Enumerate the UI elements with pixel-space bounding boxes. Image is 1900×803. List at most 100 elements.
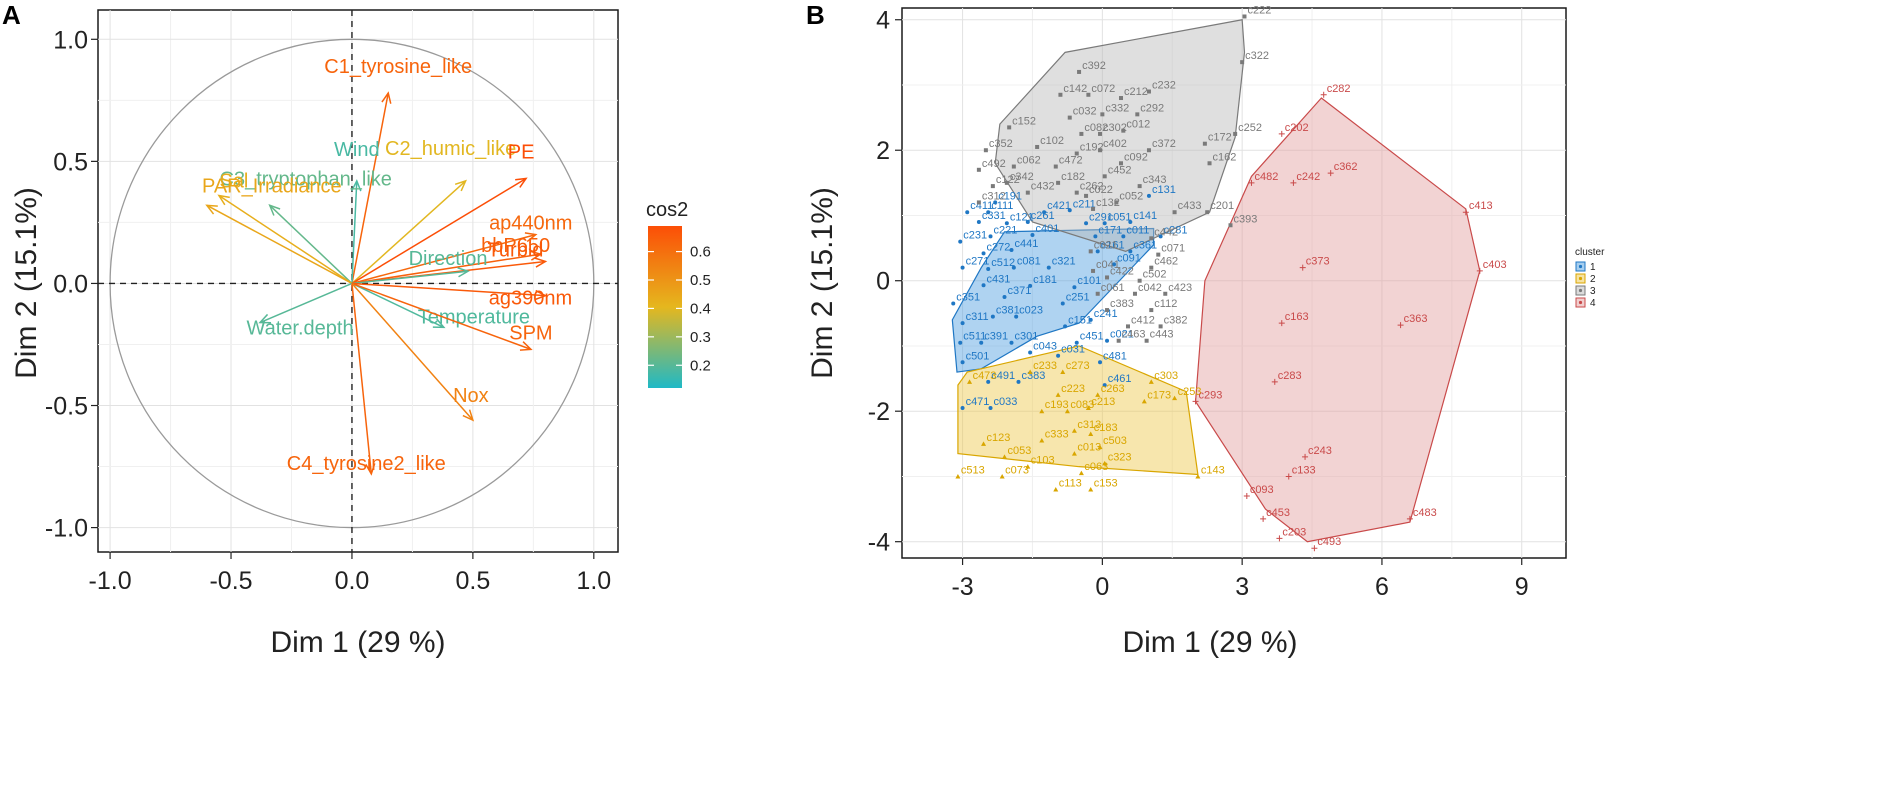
cluster-1-point (958, 239, 963, 244)
cluster-3-point-label: c092 (1124, 151, 1148, 163)
cluster-4-point-label: c373 (1306, 256, 1330, 268)
cluster-3-point-label: c292 (1140, 102, 1164, 114)
cluster-3-point-label: c142 (1063, 83, 1087, 95)
cluster-1-point-label: c481 (1103, 350, 1127, 362)
cluster-1-point-label: c161 (1101, 239, 1125, 251)
cluster-1-point (1060, 301, 1065, 306)
cluster-1-point (1028, 350, 1033, 355)
cluster-1-point (1121, 234, 1126, 239)
cluster-legend-title: cluster (1575, 247, 1605, 258)
y-tick-label: -4 (868, 529, 890, 557)
legend-tick-label: 0.6 (690, 244, 711, 261)
arrow-c4-tyrosine2-like (351, 283, 373, 474)
cluster-1-point-label: c181 (1033, 274, 1057, 286)
cluster-1-point (976, 219, 981, 224)
cluster-1-point-label: c051 (1108, 211, 1132, 223)
cluster-3-point (1137, 278, 1142, 283)
cluster-2-point (1095, 392, 1101, 397)
cluster-4-point-label: c242 (1296, 171, 1320, 183)
cluster-2-point-label: c333 (1045, 429, 1069, 441)
cluster-1-point (1146, 193, 1151, 198)
cluster-1-point-label: c151 (1068, 314, 1092, 326)
arrow-pe (351, 177, 527, 285)
cluster-3-point-label: c032 (1073, 106, 1097, 118)
cluster-1-point-label: c221 (994, 224, 1018, 236)
arrow-spm (351, 282, 532, 351)
cluster-3-point-label: c201 (1210, 200, 1234, 212)
y-tick-label: 2 (876, 137, 890, 165)
cluster-3-point-label: c492 (982, 158, 1006, 170)
cluster-1-point (1112, 262, 1117, 267)
cluster-3-point (1067, 115, 1072, 120)
cluster-1-point (960, 321, 965, 326)
cluster-2-point (1025, 464, 1031, 469)
cluster-4-point-label: c093 (1250, 484, 1274, 496)
cluster-2-point (1071, 428, 1077, 433)
cluster-3-point (1011, 164, 1016, 169)
variable-label: bbP650 (481, 235, 550, 257)
cluster-2-point (1060, 369, 1066, 375)
cluster-2-point (955, 473, 961, 479)
arrow-direction (351, 270, 469, 285)
cluster-3-point-label: c322 (1245, 50, 1269, 62)
cluster-1-point-label: c461 (1108, 373, 1132, 385)
cluster-2-point-label: c513 (961, 464, 985, 476)
cluster-1-point-label: c011 (1126, 224, 1149, 236)
cluster-1-point (1004, 221, 1009, 226)
cluster-4-point-label: c293 (1199, 389, 1223, 401)
cluster-1-point (960, 360, 965, 365)
cluster-3-point (1144, 338, 1149, 343)
cluster-2-point (1097, 444, 1103, 450)
cluster-4-point-label: c133 (1292, 464, 1316, 476)
legend-tick-label: 0.2 (690, 357, 711, 374)
cluster-4-point (1406, 515, 1413, 522)
panel-b-plot-area (901, 7, 1567, 559)
cluster-4-point-label: c202 (1285, 122, 1309, 134)
cluster-1-point-label: c261 (1031, 210, 1055, 222)
arrow-head (524, 232, 538, 243)
cluster-3-point-label: c052 (1119, 190, 1143, 202)
cos2-legend-title: cos2 (646, 199, 688, 221)
arrow-head (268, 204, 281, 216)
cluster-3-point (1004, 180, 1009, 185)
cluster-3-point-label: c222 (1247, 4, 1271, 16)
cluster-1-point (1158, 234, 1163, 239)
cluster-3-point (1053, 164, 1058, 169)
cluster-1-point (986, 266, 991, 271)
cluster-3-point-label: c232 (1152, 80, 1176, 92)
cluster-2-point (1002, 454, 1008, 459)
cluster-4-point-label: c282 (1327, 83, 1351, 95)
cluster-3-point-label: c262 (1080, 181, 1104, 193)
cluster-3-point-label: c062 (1017, 155, 1041, 167)
cluster-1-point-label: c421 (1047, 200, 1071, 212)
cluster-legend-marker (1578, 276, 1583, 281)
cluster-2-point (1195, 473, 1201, 479)
cluster-4-point (1276, 535, 1283, 542)
cluster-3-point (1149, 236, 1154, 241)
arrow-par-irradiance (206, 204, 353, 285)
cluster-2-point (1055, 392, 1061, 397)
cluster-3-point-label: c383 (1110, 298, 1134, 310)
cluster-2-point (1085, 405, 1091, 410)
variable-label: Water.depth (246, 318, 353, 340)
cluster-1-point-label: c411 (970, 200, 993, 212)
cluster-2-point-label: c273 (1066, 360, 1090, 372)
cluster-2-point-label: c013 (1077, 442, 1101, 454)
panel-a-letter: A (2, 0, 21, 30)
variable-label: PE (508, 141, 535, 163)
cluster-1-point (1102, 221, 1107, 226)
cluster-1-point (981, 283, 986, 288)
legend-tick-label: 0.5 (690, 272, 711, 289)
x-tick-label: 0.5 (456, 567, 491, 595)
cluster-1-point-label: c451 (1080, 331, 1104, 343)
cluster-3-point-label: c041 (1096, 259, 1120, 271)
cluster-1-point (1084, 221, 1089, 226)
cluster-3-point-label: c372 (1152, 138, 1176, 150)
panel-b-y-ticks: -4 -2 0 2 4 (868, 7, 902, 557)
cluster-4-point-label: c403 (1483, 259, 1507, 271)
cluster-3-point (1084, 193, 1089, 198)
cluster-3-point (1102, 174, 1107, 179)
cluster-3-point-label: c072 (1091, 83, 1115, 95)
